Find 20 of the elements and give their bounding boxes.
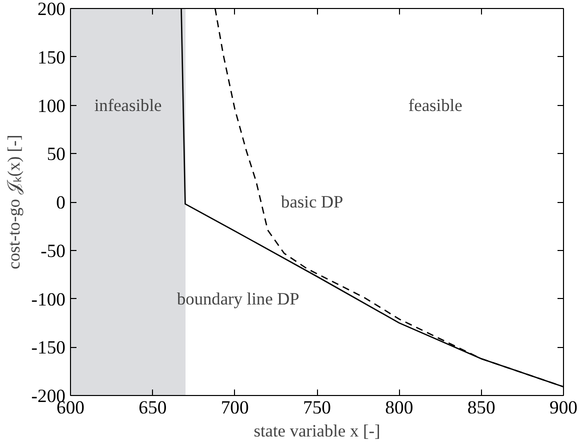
x-tick-label: 700 [220, 398, 249, 418]
x-tick-label: 800 [385, 398, 414, 418]
x-tick-label: 650 [138, 398, 167, 418]
x-axis-title: state variable x [-] [254, 422, 380, 440]
annotation: boundary line DP [177, 289, 300, 308]
y-tick-label: 150 [38, 47, 66, 68]
x-tick-label: 850 [467, 398, 496, 418]
annotation: basic DP [281, 192, 344, 212]
y-tick-label: -150 [31, 338, 66, 359]
x-tick-label: 750 [303, 398, 331, 418]
band-label: infeasible [94, 96, 162, 115]
y-tick-label: -50 [40, 240, 66, 262]
x-tick-label: 900 [550, 398, 578, 418]
y-tick-label: 100 [38, 96, 66, 117]
y-axis-title: cost-to-go 𝒥ₖ(x) [-] [4, 134, 24, 270]
y-tick-label: 50 [46, 144, 66, 166]
y-tick-label: 200 [38, 0, 66, 20]
y-tick-label: 0 [56, 192, 66, 214]
annotation: feasible [408, 96, 463, 115]
y-tick-label: -100 [31, 289, 66, 310]
